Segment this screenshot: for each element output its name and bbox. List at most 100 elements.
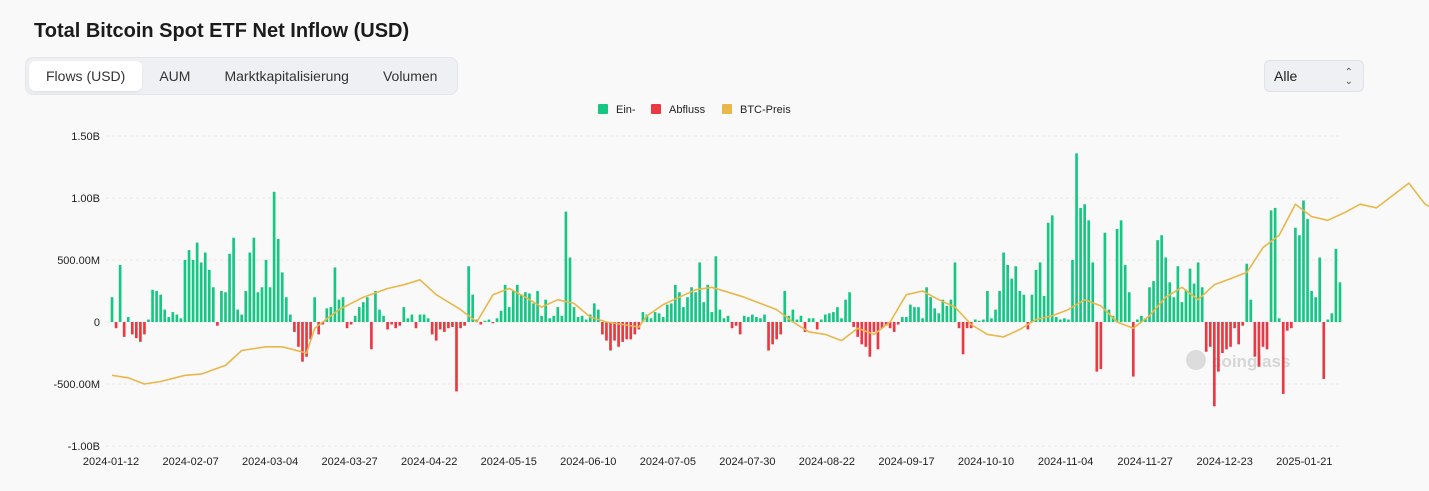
inflow-bar — [1193, 284, 1196, 322]
legend-btc-price-swatch — [722, 104, 732, 114]
inflow-bar — [342, 297, 345, 322]
inflow-bar — [253, 238, 256, 322]
inflow-bar — [1047, 223, 1050, 322]
inflow-bar — [1079, 208, 1082, 322]
inflow-bar — [751, 315, 754, 322]
inflow-bar — [792, 310, 795, 322]
inflow-bar — [941, 300, 944, 322]
inflow-bar — [273, 192, 276, 322]
inflow-bar — [1156, 240, 1159, 322]
outflow-bar — [1217, 322, 1220, 372]
outflow-bar — [893, 322, 896, 332]
inflow-bar — [706, 285, 709, 322]
inflow-bar — [111, 297, 114, 322]
outflow-bar — [386, 322, 389, 329]
outflow-bar — [1241, 322, 1244, 326]
inflow-bar — [508, 307, 511, 322]
inflow-bar — [670, 303, 673, 322]
inflow-bar — [277, 239, 280, 322]
outflow-bar — [601, 322, 604, 334]
outflow-bar — [897, 322, 900, 324]
legend-btc-price-label: BTC-Preis — [740, 104, 791, 116]
inflow-bar — [556, 307, 559, 322]
inflow-bar — [1071, 260, 1074, 322]
outflow-bar — [966, 322, 969, 328]
inflow-bar — [978, 321, 981, 322]
inflow-bar — [1339, 282, 1342, 322]
outflow-bar — [1322, 322, 1325, 379]
inflow-bar — [484, 321, 487, 322]
inflow-bar — [1318, 258, 1321, 322]
inflow-bar — [257, 292, 260, 322]
outflow-bar — [617, 322, 620, 347]
chart-legend: Ein- Abfluss BTC-Preis — [598, 104, 791, 116]
inflow-bar — [208, 270, 211, 322]
outflow-bar — [435, 322, 438, 341]
x-tick-label: 2024-12-23 — [1197, 456, 1253, 468]
inflow-bar — [982, 320, 985, 322]
inflow-bar — [577, 317, 580, 322]
inflow-bar — [1055, 317, 1058, 322]
outflow-bar — [1213, 322, 1216, 406]
inflow-bar — [990, 318, 993, 322]
inflow-bar — [662, 317, 665, 322]
inflow-bar — [285, 297, 288, 322]
x-tick-label: 2024-11-04 — [1038, 456, 1093, 468]
inflow-bar — [755, 317, 758, 322]
inflow-bar — [1031, 295, 1034, 322]
inflow-bar — [467, 266, 470, 322]
x-tick-label: 2024-01-12 — [83, 456, 139, 468]
inflow-bar — [228, 254, 231, 322]
inflow-bar — [220, 291, 223, 322]
legend-outflow-swatch — [651, 104, 661, 114]
outflow-bar — [735, 322, 738, 326]
inflow-bar — [1124, 265, 1127, 322]
inflow-bar — [954, 262, 957, 322]
outflow-bar — [463, 322, 466, 326]
inflow-bar — [998, 291, 1001, 322]
outflow-bar — [1221, 322, 1224, 353]
inflow-bar — [1185, 290, 1188, 322]
inflow-bar — [1010, 279, 1013, 322]
inflow-bar — [917, 307, 920, 322]
inflow-bar — [1201, 287, 1204, 322]
outflow-bar — [1095, 322, 1098, 372]
inflow-bar — [650, 318, 653, 322]
inflow-bar — [832, 312, 835, 322]
inflow-bar — [236, 310, 239, 322]
inflow-bar — [1116, 229, 1119, 322]
outflow-bar — [1254, 322, 1257, 357]
inflow-bar — [1014, 266, 1017, 322]
inflow-bar — [147, 320, 150, 322]
inflow-bar — [1039, 262, 1042, 322]
inflow-bar — [289, 315, 292, 322]
x-tick-label: 2024-09-17 — [878, 456, 934, 468]
outflow-bar — [1258, 322, 1261, 367]
outflow-bar — [1262, 322, 1265, 347]
inflow-bar — [1331, 313, 1334, 322]
inflow-bar — [986, 291, 989, 322]
inflow-bar — [836, 307, 839, 322]
inflow-bar — [1136, 320, 1139, 322]
outflow-bar — [346, 322, 349, 328]
outflow-bar — [962, 322, 965, 354]
inflow-bar — [828, 313, 831, 322]
inflow-bar — [921, 318, 924, 322]
inflow-bar — [1059, 320, 1062, 322]
inflow-bar — [937, 313, 940, 322]
x-tick-label: 2025-01-21 — [1276, 456, 1332, 468]
inflow-bar — [840, 318, 843, 322]
inflow-bar — [224, 292, 227, 322]
inflow-bar — [1152, 281, 1155, 322]
x-tick-label: 2024-02-07 — [162, 456, 218, 468]
inflow-bar — [565, 212, 568, 322]
outflow-bar — [958, 322, 961, 328]
inflow-bar — [812, 318, 815, 322]
outflow-bar — [1132, 322, 1135, 377]
inflow-bar — [212, 287, 215, 322]
outflow-bar — [731, 322, 734, 328]
inflow-bar — [1270, 210, 1273, 322]
inflow-bar — [496, 318, 499, 322]
inflow-bar — [536, 291, 539, 322]
outflow-bar — [1229, 322, 1232, 347]
